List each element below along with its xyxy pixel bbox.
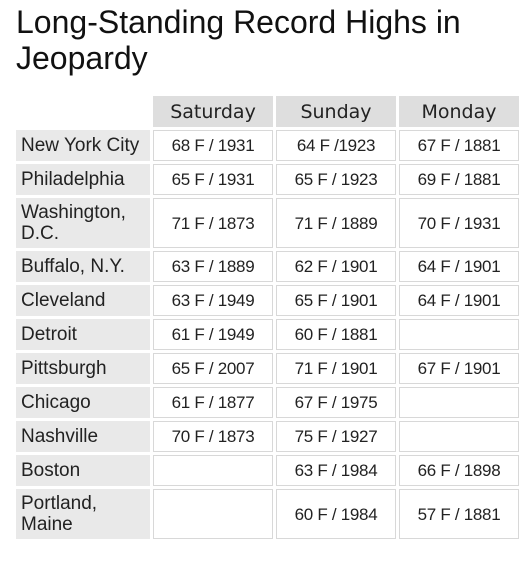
record-cell: 64 F / 1901 — [399, 251, 519, 282]
records-table: Saturday Sunday Monday New York City 68 F /… — [13, 93, 522, 542]
record-cell: 70 F / 1873 — [153, 421, 273, 452]
record-cell: 61 F / 1949 — [153, 319, 273, 350]
city-label: Buffalo, N.Y. — [16, 251, 150, 282]
table-row: Buffalo, N.Y. 63 F / 1889 62 F / 1901 64 F … — [16, 251, 519, 282]
record-cell: 67 F / 1975 — [276, 387, 396, 418]
record-cell: 68 F / 1931 — [153, 130, 273, 161]
record-cell: 65 F / 1931 — [153, 164, 273, 195]
record-cell: 63 F / 1984 — [276, 455, 396, 486]
record-cell: 67 F / 1901 — [399, 353, 519, 384]
record-cell: 66 F / 1898 — [399, 455, 519, 486]
header-row: Saturday Sunday Monday — [16, 96, 519, 127]
city-label: Pittsburgh — [16, 353, 150, 384]
record-cell: 63 F / 1949 — [153, 285, 273, 316]
record-cell: 65 F / 2007 — [153, 353, 273, 384]
table-row: Detroit 61 F / 1949 60 F / 1881 — [16, 319, 519, 350]
table-row: Cleveland 63 F / 1949 65 F / 1901 64 F / 19… — [16, 285, 519, 316]
table-row: New York City 68 F / 1931 64 F /1923 67 F /… — [16, 130, 519, 161]
record-cell — [153, 489, 273, 539]
record-cell — [399, 319, 519, 350]
city-label: Portland, Maine — [16, 489, 150, 539]
record-cell: 71 F / 1901 — [276, 353, 396, 384]
record-cell: 75 F / 1927 — [276, 421, 396, 452]
column-header: Saturday — [153, 96, 273, 127]
record-cell: 63 F / 1889 — [153, 251, 273, 282]
record-cell — [399, 387, 519, 418]
table-row: Boston 63 F / 1984 66 F / 1898 — [16, 455, 519, 486]
table-row: Washington, D.C. 71 F / 1873 71 F / 1889 70… — [16, 198, 519, 248]
record-cell: 60 F / 1881 — [276, 319, 396, 350]
city-label: Cleveland — [16, 285, 150, 316]
table-row: Chicago 61 F / 1877 67 F / 1975 — [16, 387, 519, 418]
record-cell: 61 F / 1877 — [153, 387, 273, 418]
city-label: Washington, D.C. — [16, 198, 150, 248]
record-cell — [399, 421, 519, 452]
record-cell: 64 F /1923 — [276, 130, 396, 161]
title: Long-Standing Record Highs in Jeopardy — [16, 4, 461, 76]
record-cell: 71 F / 1873 — [153, 198, 273, 248]
record-cell: 67 F / 1881 — [399, 130, 519, 161]
table-row: Portland, Maine 60 F / 1984 57 F / 1881 — [16, 489, 519, 539]
record-cell: 70 F / 1931 — [399, 198, 519, 248]
table-row: Philadelphia 65 F / 1931 65 F / 1923 69 F /… — [16, 164, 519, 195]
record-cell — [153, 455, 273, 486]
record-cell: 65 F / 1923 — [276, 164, 396, 195]
city-label: Nashville — [16, 421, 150, 452]
city-label: Philadelphia — [16, 164, 150, 195]
table-row: Nashville 70 F / 1873 75 F / 1927 — [16, 421, 519, 452]
record-cell: 71 F / 1889 — [276, 198, 396, 248]
column-header: Monday — [399, 96, 519, 127]
record-cell: 65 F / 1901 — [276, 285, 396, 316]
table-body: New York City 68 F / 1931 64 F /1923 67 F /… — [16, 130, 519, 539]
city-label: Chicago — [16, 387, 150, 418]
record-cell: 62 F / 1901 — [276, 251, 396, 282]
table-row: Pittsburgh 65 F / 2007 71 F / 1901 67 F / 1… — [16, 353, 519, 384]
city-label: Boston — [16, 455, 150, 486]
city-label: New York City — [16, 130, 150, 161]
record-cell: 64 F / 1901 — [399, 285, 519, 316]
corner — [16, 96, 150, 127]
record-cell: 57 F / 1881 — [399, 489, 519, 539]
column-header: Sunday — [276, 96, 396, 127]
record-cell: 69 F / 1881 — [399, 164, 519, 195]
record-cell: 60 F / 1984 — [276, 489, 396, 539]
city-label: Detroit — [16, 319, 150, 350]
